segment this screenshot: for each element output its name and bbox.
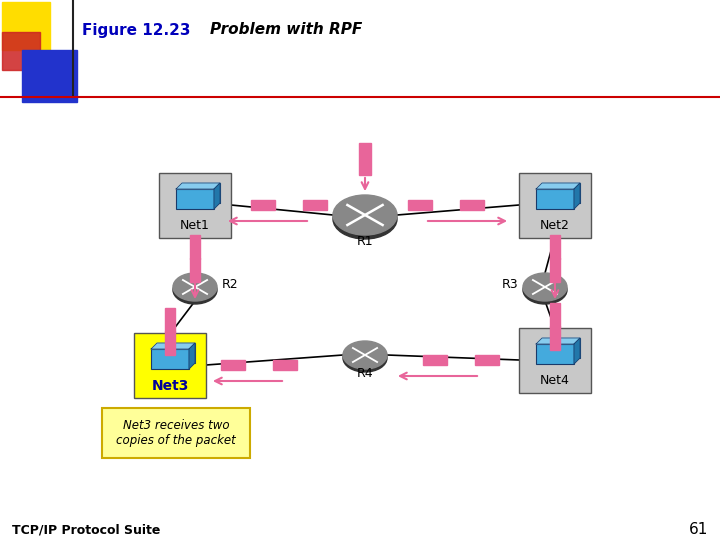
- Bar: [159, 172, 231, 238]
- Bar: [303, 200, 327, 210]
- Text: R1: R1: [356, 235, 373, 248]
- Text: R3: R3: [501, 278, 518, 291]
- Polygon shape: [536, 183, 580, 189]
- FancyBboxPatch shape: [151, 349, 189, 369]
- Polygon shape: [574, 338, 580, 364]
- Bar: [408, 200, 432, 210]
- Ellipse shape: [333, 199, 397, 239]
- Bar: [102, 408, 250, 458]
- Text: Net3: Net3: [151, 379, 189, 393]
- Bar: [190, 258, 200, 282]
- Polygon shape: [214, 183, 220, 209]
- Ellipse shape: [343, 344, 387, 372]
- Bar: [550, 303, 560, 327]
- FancyBboxPatch shape: [542, 338, 580, 358]
- Text: Net1: Net1: [180, 219, 210, 232]
- Bar: [273, 360, 297, 370]
- Bar: [550, 235, 560, 259]
- Bar: [251, 200, 275, 210]
- Text: Figure 12.23: Figure 12.23: [82, 23, 191, 37]
- Ellipse shape: [173, 276, 217, 304]
- Text: Net4: Net4: [540, 374, 570, 387]
- Text: Problem with RPF: Problem with RPF: [210, 23, 362, 37]
- Bar: [2, 32, 40, 70]
- Bar: [165, 308, 175, 332]
- Polygon shape: [574, 183, 580, 209]
- FancyBboxPatch shape: [157, 343, 195, 363]
- Bar: [550, 326, 560, 350]
- Text: TCP/IP Protocol Suite: TCP/IP Protocol Suite: [12, 523, 161, 537]
- Bar: [475, 355, 499, 365]
- Bar: [190, 235, 200, 259]
- FancyBboxPatch shape: [182, 183, 220, 203]
- Ellipse shape: [523, 273, 567, 301]
- FancyBboxPatch shape: [536, 189, 574, 209]
- Bar: [519, 327, 591, 393]
- Text: R2: R2: [222, 278, 238, 291]
- Text: R4: R4: [356, 367, 373, 380]
- Bar: [2, 2, 50, 50]
- Bar: [460, 200, 484, 210]
- Bar: [359, 143, 371, 175]
- Bar: [221, 360, 245, 370]
- FancyBboxPatch shape: [536, 344, 574, 364]
- Text: Net2: Net2: [540, 219, 570, 232]
- Bar: [550, 258, 560, 282]
- Text: 61: 61: [688, 523, 708, 537]
- Bar: [423, 355, 447, 365]
- Bar: [134, 333, 206, 397]
- Ellipse shape: [343, 341, 387, 369]
- Ellipse shape: [523, 276, 567, 304]
- Ellipse shape: [173, 273, 217, 301]
- Polygon shape: [536, 338, 580, 344]
- Polygon shape: [189, 343, 195, 369]
- Text: Net3 receives two
copies of the packet: Net3 receives two copies of the packet: [116, 419, 236, 447]
- Bar: [22, 50, 77, 102]
- Polygon shape: [176, 183, 220, 189]
- FancyBboxPatch shape: [176, 189, 214, 209]
- Ellipse shape: [333, 195, 397, 235]
- Bar: [519, 172, 591, 238]
- Polygon shape: [151, 343, 195, 349]
- Bar: [165, 331, 175, 355]
- FancyBboxPatch shape: [542, 183, 580, 203]
